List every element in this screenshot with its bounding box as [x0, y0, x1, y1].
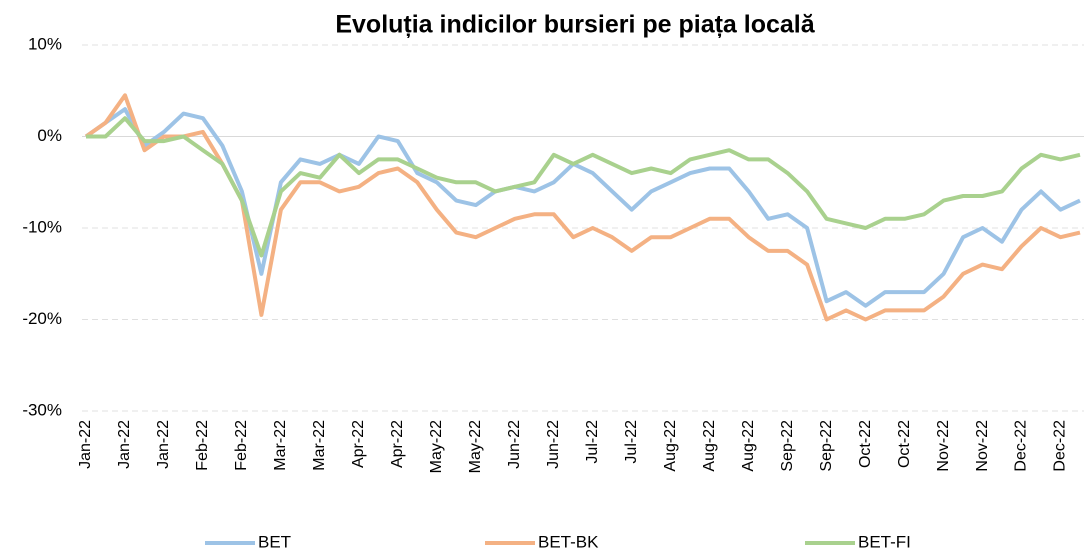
- x-tick-label: Jan-22: [77, 420, 94, 469]
- y-tick-label: -30%: [22, 400, 62, 419]
- y-tick-label: 10%: [28, 34, 62, 53]
- x-tick-label: Oct-22: [896, 420, 913, 468]
- x-tick-label: Apr-22: [389, 420, 406, 468]
- x-tick-label: Dec-22: [1013, 420, 1030, 472]
- x-tick-label: Aug-22: [662, 420, 679, 472]
- x-tick-label: May-22: [467, 420, 484, 473]
- chart-title: Evoluția indicilor bursieri pe piața loc…: [335, 11, 815, 39]
- x-tick-label: May-22: [428, 420, 445, 473]
- y-tick-label: 0%: [37, 126, 62, 145]
- y-tick-label: -10%: [22, 217, 62, 236]
- x-tick-label: Jan-22: [116, 420, 133, 469]
- x-tick-label: Oct-22: [857, 420, 874, 468]
- series-line: [84, 93, 1081, 322]
- x-tick-label: Nov-22: [935, 420, 952, 472]
- x-tick-label: Apr-22: [350, 420, 367, 468]
- legend-label: BET-BK: [538, 532, 599, 551]
- legend-label: BET-FI: [858, 532, 911, 551]
- x-tick-label: Jun-22: [506, 420, 523, 469]
- x-tick-label: Nov-22: [974, 420, 991, 472]
- x-tick-label: Jul-22: [584, 420, 601, 464]
- x-tick-label: Jun-22: [545, 420, 562, 469]
- x-tick-label: Aug-22: [701, 420, 718, 472]
- x-tick-label: Jul-22: [623, 420, 640, 464]
- x-tick-label: Feb-22: [194, 420, 211, 471]
- x-tick-label: Sep-22: [779, 420, 796, 472]
- y-tick-label: -20%: [22, 309, 62, 328]
- x-tick-label: Mar-22: [311, 420, 328, 471]
- series-line: [86, 116, 1081, 258]
- x-tick-label: Dec-22: [1052, 420, 1069, 472]
- x-tick-label: Feb-22: [233, 420, 250, 471]
- x-tick-label: Aug-22: [740, 420, 757, 472]
- legend-label: BET: [258, 532, 291, 551]
- x-tick-label: Sep-22: [818, 420, 835, 472]
- x-tick-label: Jan-22: [155, 420, 172, 469]
- x-tick-label: Mar-22: [272, 420, 289, 471]
